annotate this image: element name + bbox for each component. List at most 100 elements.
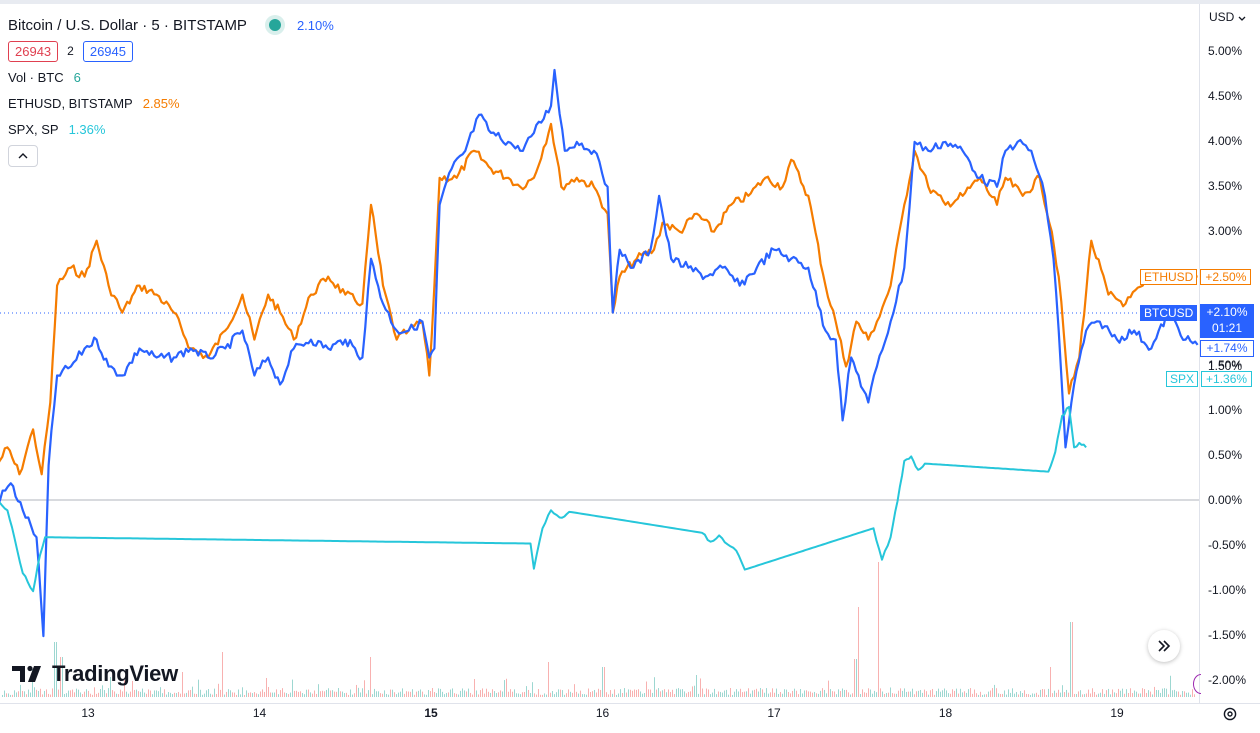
volume-bar xyxy=(1166,688,1167,697)
volume-bar xyxy=(1168,694,1169,697)
volume-bar xyxy=(886,693,887,697)
volume-bar xyxy=(440,688,441,697)
volume-bar xyxy=(534,693,535,697)
volume-bar xyxy=(514,689,515,697)
volume-bar xyxy=(500,690,501,697)
volume-bar xyxy=(232,692,233,697)
volume-bar xyxy=(864,692,865,697)
volume-bar xyxy=(900,688,901,697)
volume-bar xyxy=(490,692,491,697)
market-status-icon[interactable] xyxy=(268,19,281,31)
volume-bar xyxy=(800,689,801,697)
indicator-row-vol[interactable]: Vol · BTC 6 xyxy=(8,64,334,90)
volume-bar xyxy=(300,691,301,697)
volume-bar xyxy=(1126,689,1127,697)
volume-bar xyxy=(104,690,105,697)
volume-bar xyxy=(46,689,47,697)
scroll-to-realtime-button[interactable] xyxy=(1148,630,1180,662)
volume-bar xyxy=(368,690,369,697)
volume-bar xyxy=(462,688,463,697)
volume-bar xyxy=(1066,689,1067,697)
volume-bar xyxy=(958,693,959,697)
volume-bar xyxy=(936,691,937,697)
volume-bar xyxy=(604,667,605,697)
volume-bar xyxy=(706,688,707,697)
volume-bar xyxy=(828,680,829,697)
volume-bar xyxy=(464,690,465,697)
volume-bar xyxy=(902,690,903,697)
volume-bar xyxy=(310,692,311,697)
chart-settings-button[interactable] xyxy=(1219,703,1241,725)
volume-bar xyxy=(8,693,9,697)
volume-bar xyxy=(820,690,821,697)
volume-bar xyxy=(12,694,13,697)
volume-bar xyxy=(776,688,777,697)
volume-bar xyxy=(66,693,67,697)
logo-text: TradingView xyxy=(52,661,178,686)
volume-bar xyxy=(420,689,421,697)
volume-bar xyxy=(540,694,541,697)
series-line-ethusd[interactable] xyxy=(0,122,1198,476)
volume-bar xyxy=(42,694,43,697)
event-marker-icon[interactable] xyxy=(1193,674,1201,694)
volume-bar xyxy=(712,692,713,697)
volume-bar xyxy=(408,691,409,697)
series-line-spx[interactable] xyxy=(0,405,1087,593)
indicator-value: 1.36% xyxy=(68,121,106,137)
volume-bar xyxy=(342,691,343,697)
volume-bar xyxy=(988,691,989,697)
indicator-row-spx[interactable]: SPX, SP 1.36% xyxy=(8,116,334,142)
volume-bar xyxy=(482,688,483,697)
volume-bar xyxy=(1102,689,1103,697)
volume-bar xyxy=(1050,667,1051,697)
volume-bar xyxy=(986,694,987,697)
volume-bars xyxy=(2,562,1195,697)
tradingview-logo[interactable]: TradingView xyxy=(12,661,178,687)
volume-bar xyxy=(960,688,961,697)
volume-bar xyxy=(1008,689,1009,697)
volume-bar xyxy=(924,689,925,697)
volume-bar xyxy=(404,693,405,697)
volume-bar xyxy=(536,694,537,697)
volume-bar xyxy=(466,691,467,697)
volume-bar xyxy=(728,694,729,697)
ask-price-button[interactable]: 26945 xyxy=(82,40,133,62)
volume-bar xyxy=(170,692,171,697)
indicator-row-ethusd[interactable]: ETHUSD, BITSTAMP 2.85% xyxy=(8,90,334,116)
currency-dropdown[interactable]: USD xyxy=(1209,10,1246,24)
volume-bar xyxy=(312,693,313,697)
volume-bar xyxy=(496,693,497,697)
volume-bar xyxy=(498,692,499,697)
volume-bar xyxy=(932,688,933,697)
price-chart[interactable] xyxy=(0,0,1199,703)
double-chevron-right-icon xyxy=(1158,640,1171,652)
tag-name: SPX xyxy=(1166,371,1199,387)
volume-bar xyxy=(126,691,127,697)
volume-bar xyxy=(120,689,121,697)
volume-bar xyxy=(548,662,549,697)
volume-bar xyxy=(696,675,697,697)
symbol-title[interactable]: Bitcoin / U.S. Dollar · 5 · BITSTAMP xyxy=(8,16,247,34)
volume-bar xyxy=(184,693,185,697)
chevron-down-icon xyxy=(1238,16,1246,21)
volume-bar xyxy=(1054,690,1055,697)
volume-bar xyxy=(76,688,77,697)
volume-bar xyxy=(938,688,939,697)
bid-price-button[interactable]: 26943 xyxy=(8,40,59,62)
volume-bar xyxy=(44,690,45,697)
volume-bar xyxy=(1192,689,1193,697)
volume-bar xyxy=(928,694,929,697)
series-line-btcusd[interactable] xyxy=(0,68,1199,638)
volume-bar xyxy=(1004,690,1005,697)
volume-bar xyxy=(792,690,793,697)
volume-bar xyxy=(382,693,383,697)
collapse-legend-button[interactable] xyxy=(8,145,38,167)
y-tick-label: -1.00% xyxy=(1208,583,1247,598)
volume-bar xyxy=(1006,694,1007,697)
volume-bar xyxy=(128,693,129,697)
volume-bar xyxy=(248,692,249,697)
volume-bar xyxy=(234,692,235,697)
volume-bar xyxy=(732,694,733,697)
volume-bar xyxy=(562,690,563,697)
volume-bar xyxy=(1150,691,1151,697)
